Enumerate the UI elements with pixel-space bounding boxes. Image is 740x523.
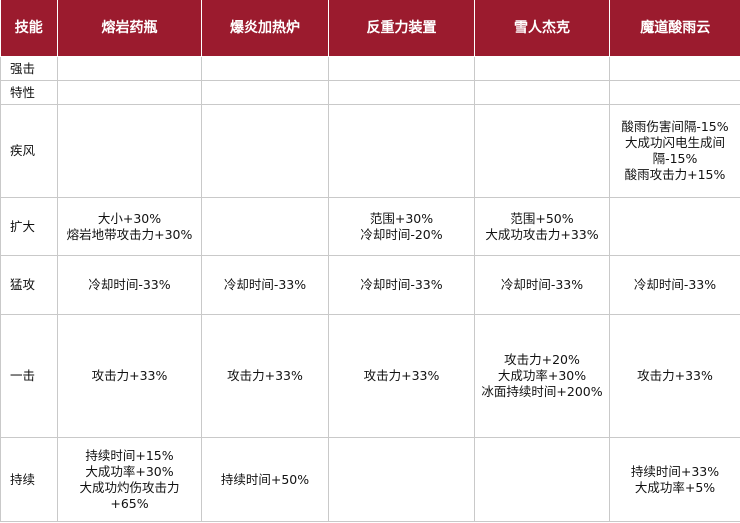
table-cell [57, 80, 202, 105]
table-cell: 持续时间+15% 大成功率+30% 大成功灼伤攻击力 +65% [57, 437, 202, 522]
table-cell: 冷却时间-33% [201, 255, 329, 315]
table-cell [474, 56, 610, 81]
table-cell [474, 104, 610, 198]
table-cell [201, 80, 329, 105]
header-row: 技能 熔岩药瓶 爆炎加热炉 反重力装置 雪人杰克 魔道酸雨云 [0, 0, 740, 57]
table-cell [57, 56, 202, 81]
table-cell: 大小+30% 熔岩地带攻击力+30% [57, 197, 202, 256]
table-cell: 冷却时间-33% [474, 255, 610, 315]
header-snowman-jack: 雪人杰克 [474, 0, 610, 57]
table-cell: 范围+50% 大成功攻击力+33% [474, 197, 610, 256]
header-acid-rain-cloud: 魔道酸雨云 [609, 0, 740, 57]
table-cell [201, 197, 329, 256]
table-cell: 攻击力+33% [328, 314, 475, 438]
header-antigravity-device: 反重力装置 [328, 0, 475, 57]
table-cell [201, 56, 329, 81]
table-cell [609, 197, 740, 256]
header-skill: 技能 [0, 0, 58, 57]
table-cell: 酸雨伤害间隔-15% 大成功闪电生成间 隔-15% 酸雨攻击力+15% [609, 104, 740, 198]
table-cell: 冷却时间-33% [609, 255, 740, 315]
table-cell [328, 437, 475, 522]
table-cell [328, 80, 475, 105]
table-cell: 范围+30% 冷却时间-20% [328, 197, 475, 256]
table-row: 猛攻 冷却时间-33% 冷却时间-33% 冷却时间-33% 冷却时间-33% 冷… [0, 255, 740, 315]
table-cell: 冷却时间-33% [328, 255, 475, 315]
table-cell [474, 437, 610, 522]
table-cell: 攻击力+33% [201, 314, 329, 438]
row-label: 强击 [0, 56, 58, 81]
table-cell: 持续时间+33% 大成功率+5% [609, 437, 740, 522]
table-row: 特性 [0, 80, 740, 105]
table-row: 一击 攻击力+33% 攻击力+33% 攻击力+33% 攻击力+20% 大成功率+… [0, 314, 740, 438]
row-label: 持续 [0, 437, 58, 522]
table-cell: 持续时间+50% [201, 437, 329, 522]
table-cell [201, 104, 329, 198]
row-label: 扩大 [0, 197, 58, 256]
table-cell: 攻击力+33% [57, 314, 202, 438]
table-cell [57, 104, 202, 198]
table-row: 疾风 酸雨伤害间隔-15% 大成功闪电生成间 隔-15% 酸雨攻击力+15% [0, 104, 740, 198]
table-cell [328, 104, 475, 198]
table-row: 持续 持续时间+15% 大成功率+30% 大成功灼伤攻击力 +65% 持续时间+… [0, 437, 740, 522]
table-cell [609, 56, 740, 81]
table-cell [474, 80, 610, 105]
table-cell: 攻击力+20% 大成功率+30% 冰面持续时间+200% [474, 314, 610, 438]
table-row: 扩大 大小+30% 熔岩地带攻击力+30% 范围+30% 冷却时间-20% 范围… [0, 197, 740, 256]
table-cell [609, 80, 740, 105]
header-lava-potion: 熔岩药瓶 [57, 0, 202, 57]
header-blast-heater: 爆炎加热炉 [201, 0, 329, 57]
table-cell [328, 56, 475, 81]
row-label: 猛攻 [0, 255, 58, 315]
table-row: 强击 [0, 56, 740, 81]
row-label: 一击 [0, 314, 58, 438]
table-cell: 攻击力+33% [609, 314, 740, 438]
table-cell: 冷却时间-33% [57, 255, 202, 315]
row-label: 特性 [0, 80, 58, 105]
row-label: 疾风 [0, 104, 58, 198]
